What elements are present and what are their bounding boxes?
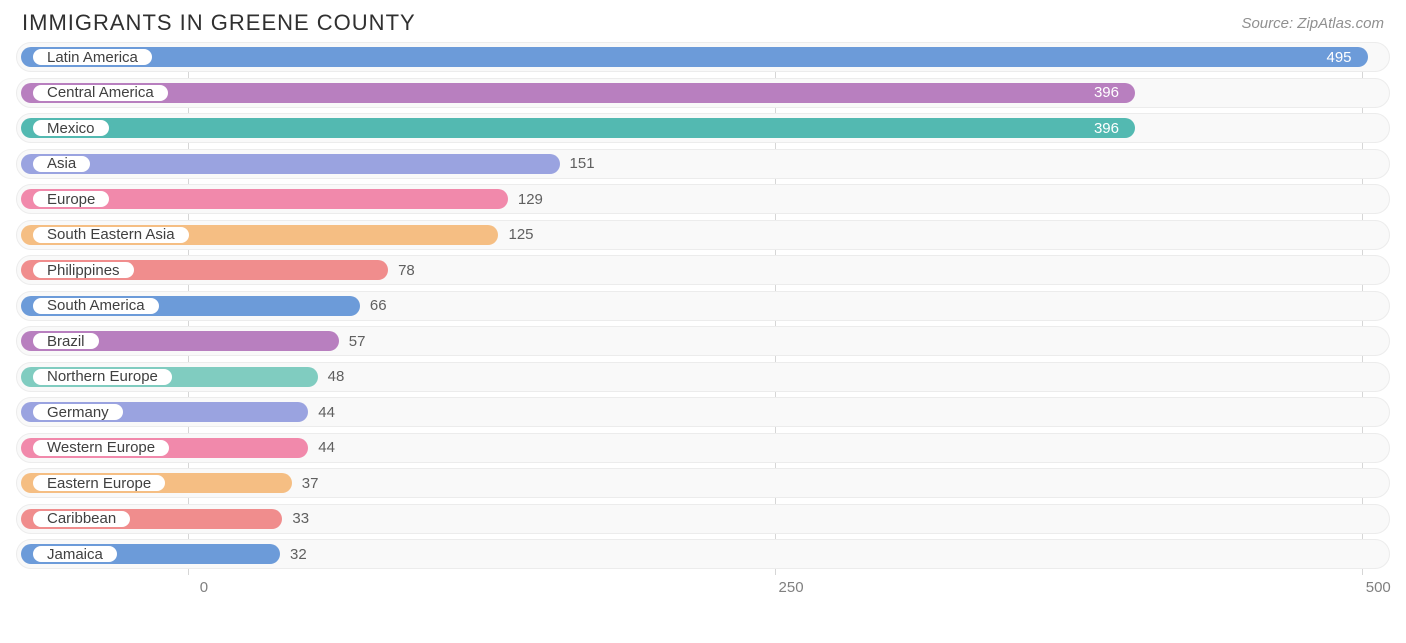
bar-category-pill: Mexico [31,118,111,138]
bar-category-pill: South America [31,296,161,316]
bar-value-label: 66 [370,292,387,320]
bar-category-pill: Europe [31,189,111,209]
bar-category-pill: Philippines [31,260,136,280]
bar-row: Germany 44 [16,397,1390,427]
chart-header: IMMIGRANTS IN GREENE COUNTY Source: ZipA… [0,0,1406,42]
bar-row: Western Europe 44 [16,433,1390,463]
bar-category-pill: Northern Europe [31,367,174,387]
bar-category-pill: Asia [31,154,92,174]
chart-source: Source: ZipAtlas.com [1241,15,1384,32]
bar-row: Europe 129 [16,184,1390,214]
chart-title: IMMIGRANTS IN GREENE COUNTY [22,10,416,36]
x-axis: 0 250 500 [16,575,1390,603]
x-axis-tick-label: 0 [200,579,208,596]
bar-category-pill: Jamaica [31,544,119,564]
bar-category-pill: Brazil [31,331,101,351]
bar-value-label: 48 [328,363,345,391]
bar-category-pill: Caribbean [31,509,132,529]
bar-category-pill: South Eastern Asia [31,225,191,245]
bar-value-label: 37 [302,469,319,497]
bar-row: Jamaica 32 [16,539,1390,569]
bar-value-label: 78 [398,256,415,284]
bar-category-pill: Eastern Europe [31,473,167,493]
bar-row: Asia 151 [16,149,1390,179]
bar-fill [21,83,1135,103]
bar-row: South America 66 [16,291,1390,321]
bar-value-label: 32 [290,540,307,568]
bar-row: South Eastern Asia 125 [16,220,1390,250]
bar-value-label: 129 [518,185,543,213]
bar-row: Eastern Europe 37 [16,468,1390,498]
bar-category-pill: Western Europe [31,438,171,458]
bar-fill [21,47,1368,67]
bar-row: Brazil 57 [16,326,1390,356]
bar-row: Mexico 396 [16,113,1390,143]
bar-category-pill: Germany [31,402,125,422]
bar-value-label: 57 [349,327,366,355]
bar-category-pill: Central America [31,83,170,103]
x-axis-tick-label: 250 [779,579,804,596]
bar-value-label: 495 [1326,43,1351,71]
x-axis-tick-label: 500 [1366,579,1391,596]
chart-plot-area: Latin America495Central America396Mexico… [0,42,1406,569]
bar-fill [21,118,1135,138]
bar-value-label: 33 [292,505,309,533]
bar-row: Philippines 78 [16,255,1390,285]
bar-category-pill: Latin America [31,47,154,67]
bar-value-label: 151 [570,150,595,178]
bar-row: Central America 396 [16,78,1390,108]
bar-value-label: 125 [508,221,533,249]
bar-value-label: 44 [318,398,335,426]
bar-row: Caribbean 33 [16,504,1390,534]
bar-row: Northern Europe 48 [16,362,1390,392]
bar-value-label: 396 [1094,79,1119,107]
bar-value-label: 44 [318,434,335,462]
bar-fill [21,154,560,174]
bar-row: Latin America 495 [16,42,1390,72]
bar-value-label: 396 [1094,114,1119,142]
